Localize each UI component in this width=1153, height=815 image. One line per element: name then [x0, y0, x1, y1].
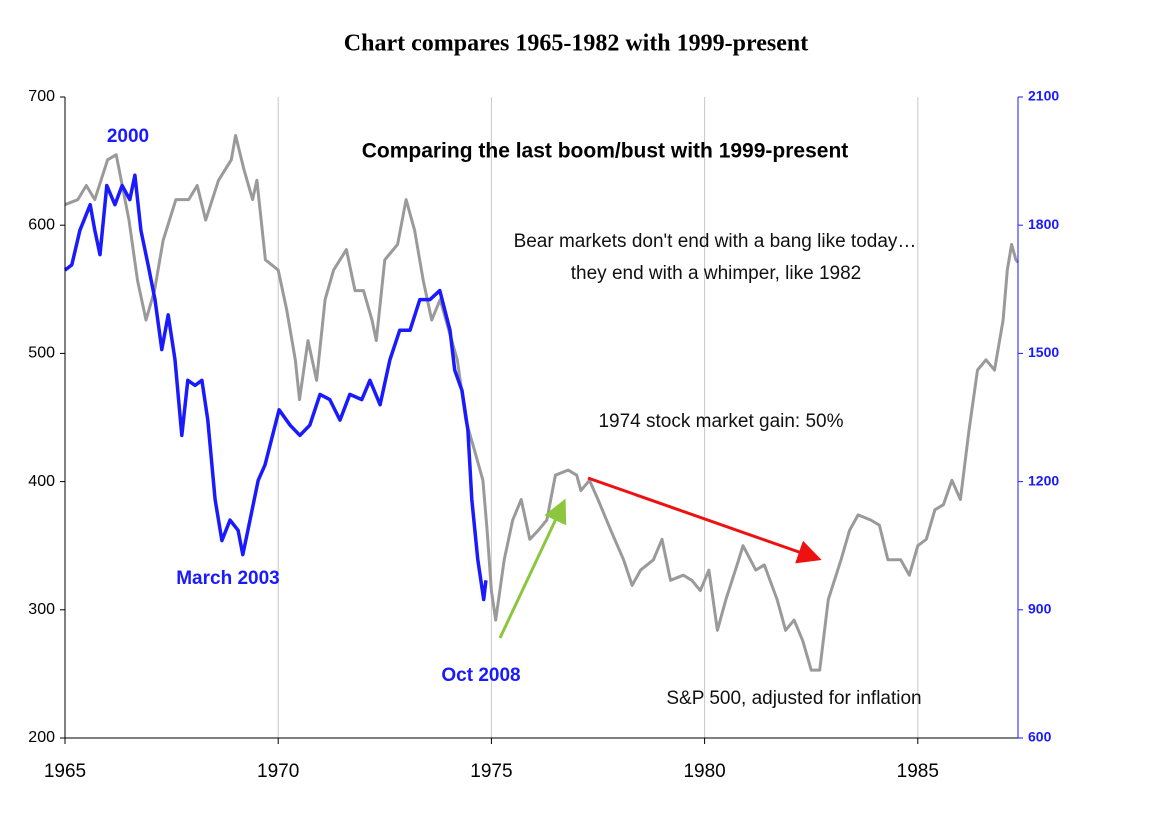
- arrow: [498, 498, 567, 639]
- y2-tick-label: 2100: [1028, 88, 1059, 104]
- annotation: 1974 stock market gain: 50%: [598, 411, 843, 432]
- subtitle: Comparing the last boom/bust with 1999-p…: [362, 140, 849, 163]
- y-tick-label: 200: [28, 729, 55, 746]
- x-tick-label: 1965: [44, 761, 86, 782]
- y-tick-label: 400: [28, 473, 55, 490]
- y2-tick-label: 600: [1028, 729, 1052, 745]
- y2-tick-label: 1500: [1028, 344, 1059, 360]
- y-tick-label: 700: [28, 88, 55, 105]
- x-tick-label: 1975: [470, 761, 512, 782]
- y2-tick-label: 1800: [1028, 216, 1059, 232]
- annotation: Oct 2008: [441, 665, 520, 686]
- y2-tick-label: 900: [1028, 601, 1052, 617]
- plot-area: [65, 97, 1018, 738]
- annotation: March 2003: [176, 568, 280, 589]
- annotation: they end with a whimper, like 1982: [571, 263, 861, 284]
- x-tick-label: 1985: [897, 761, 939, 782]
- y2-tick-label: 1200: [1028, 472, 1059, 488]
- y-tick-label: 300: [28, 601, 55, 618]
- y-tick-label: 600: [28, 216, 55, 233]
- line-series: [63, 173, 488, 602]
- line-series: [64, 134, 1020, 672]
- series-label: S&P 500, adjusted for inflation: [666, 688, 921, 709]
- x-tick-label: 1970: [257, 761, 299, 782]
- annotation: 2000: [107, 126, 149, 147]
- arrow: [587, 476, 822, 564]
- chart-title: Chart compares 1965-1982 with 1999-prese…: [344, 31, 808, 57]
- x-tick-label: 1980: [683, 761, 725, 782]
- y-tick-label: 500: [28, 345, 55, 362]
- annotation: Bear markets don't end with a bang like …: [514, 231, 917, 252]
